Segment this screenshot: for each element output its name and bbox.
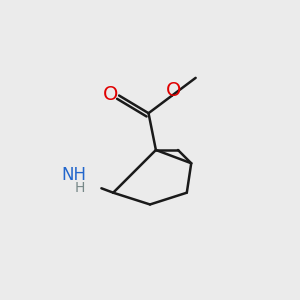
Text: O: O: [103, 85, 118, 104]
Text: O: O: [166, 81, 181, 100]
Text: NH: NH: [61, 166, 86, 184]
Text: H: H: [74, 181, 85, 195]
